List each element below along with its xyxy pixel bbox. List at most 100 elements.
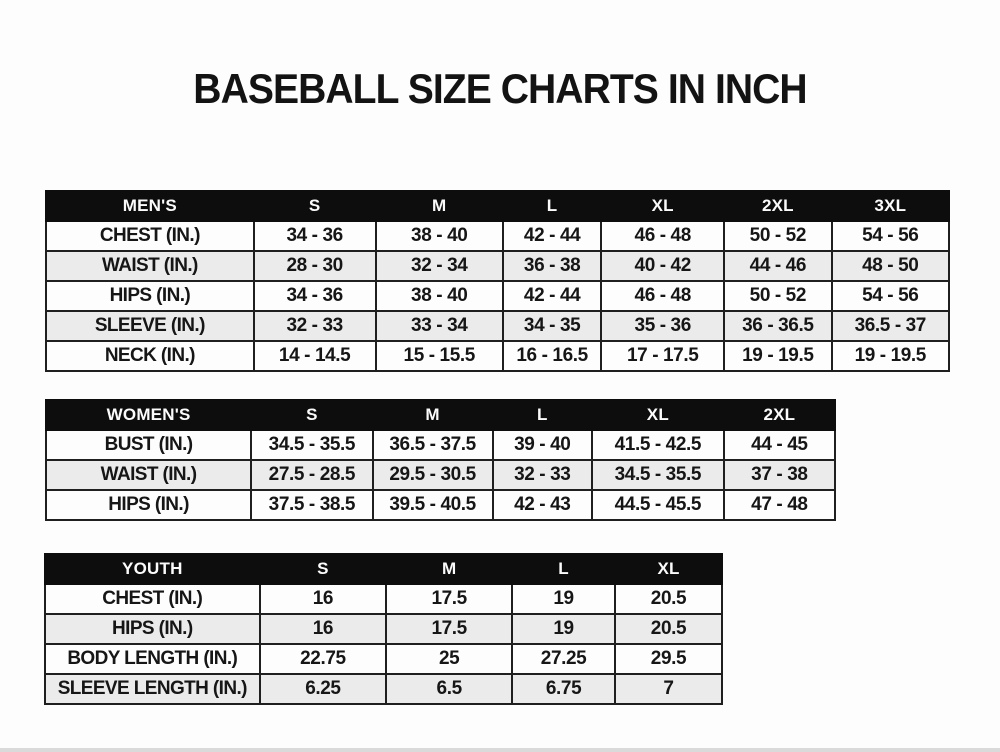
youth-group-header: YOUTH	[44, 553, 261, 585]
womens-table: WOMEN'S S M L XL 2XL BUST (IN.) 34.5 - 35.5 36.5…	[44, 399, 837, 521]
table-row: SLEEVE (IN.) 32 - 33 33 - 34 34 - 35 35 - 36…	[45, 310, 951, 342]
size-value-cell: 29.5 - 30.5	[371, 459, 494, 491]
row-label-cell: CHEST (IN.)	[44, 583, 261, 615]
size-value-cell: 44 - 45	[722, 429, 837, 461]
size-value-cell: 46 - 48	[600, 280, 726, 312]
table-row: CHEST (IN.) 16 17.5 19 20.5	[44, 583, 723, 615]
table-row: WAIST (IN.) 28 - 30 32 - 34 36 - 38 40 - 42 4…	[45, 250, 951, 282]
size-value-cell: 32 - 33	[491, 459, 593, 491]
row-label-cell: HIPS (IN.)	[45, 280, 255, 312]
size-col-header: S	[258, 553, 388, 585]
mens-table: MEN'S S M L XL 2XL 3XL CHEST (IN.) 34 - 36 38 - 4…	[45, 190, 951, 372]
size-value-cell: 14 - 14.5	[252, 340, 377, 372]
youth-size-table: YOUTH S M L XL CHEST (IN.) 16 17.5 19 20.5 HIPS (I…	[44, 553, 723, 705]
size-value-cell: 32 - 34	[374, 250, 504, 282]
row-label-cell: SLEEVE LENGTH (IN.)	[44, 673, 261, 705]
size-col-header: 2XL	[723, 190, 833, 222]
page-title: BASEBALL SIZE CHARTS IN INCH	[193, 65, 807, 112]
size-value-cell: 47 - 48	[722, 489, 837, 521]
size-col-header: XL	[600, 190, 726, 222]
size-col-header: M	[385, 553, 514, 585]
size-value-cell: 50 - 52	[723, 220, 833, 252]
table-row: NECK (IN.) 14 - 14.5 15 - 15.5 16 - 16.5 17 …	[45, 340, 951, 372]
size-value-cell: 50 - 52	[723, 280, 833, 312]
size-value-cell: 40 - 42	[600, 250, 726, 282]
image-bottom-edge	[0, 748, 1000, 752]
size-value-cell: 7	[614, 673, 723, 705]
size-col-header: S	[252, 190, 377, 222]
size-col-header: S	[250, 399, 374, 431]
size-col-header: L	[501, 190, 603, 222]
womens-size-table: WOMEN'S S M L XL 2XL BUST (IN.) 34.5 - 35.5 36.5…	[44, 399, 837, 521]
size-col-header: M	[371, 399, 494, 431]
size-value-cell: 41.5 - 42.5	[590, 429, 725, 461]
row-label-cell: HIPS (IN.)	[44, 489, 253, 521]
row-label-cell: CHEST (IN.)	[45, 220, 255, 252]
table-row: SLEEVE LENGTH (IN.) 6.25 6.5 6.75 7	[44, 673, 723, 705]
size-value-cell: 36 - 36.5	[723, 310, 833, 342]
size-value-cell: 6.75	[511, 673, 616, 705]
size-value-cell: 42 - 43	[491, 489, 593, 521]
size-value-cell: 35 - 36	[600, 310, 726, 342]
size-value-cell: 37.5 - 38.5	[250, 489, 374, 521]
size-col-header: XL	[590, 399, 725, 431]
row-label-cell: WAIST (IN.)	[45, 250, 255, 282]
row-label-cell: WAIST (IN.)	[44, 459, 253, 491]
size-value-cell: 42 - 44	[501, 220, 603, 252]
size-value-cell: 44.5 - 45.5	[590, 489, 725, 521]
size-value-cell: 17.5	[385, 613, 514, 645]
size-value-cell: 6.25	[258, 673, 388, 705]
size-value-cell: 15 - 15.5	[374, 340, 504, 372]
mens-group-header: MEN'S	[45, 190, 255, 222]
size-value-cell: 20.5	[614, 583, 723, 615]
size-value-cell: 16	[258, 613, 388, 645]
size-col-header: 2XL	[722, 399, 837, 431]
size-col-header: M	[374, 190, 504, 222]
size-value-cell: 6.5	[385, 673, 514, 705]
size-value-cell: 33 - 34	[374, 310, 504, 342]
size-value-cell: 46 - 48	[600, 220, 726, 252]
size-col-header: 3XL	[830, 190, 951, 222]
table-row: BODY LENGTH (IN.) 22.75 25 27.25 29.5	[44, 643, 723, 675]
table-header-row: MEN'S S M L XL 2XL 3XL	[45, 190, 951, 222]
size-value-cell: 38 - 40	[374, 220, 504, 252]
size-value-cell: 48 - 50	[830, 250, 951, 282]
size-value-cell: 44 - 46	[723, 250, 833, 282]
size-value-cell: 16	[258, 583, 388, 615]
mens-size-table: MEN'S S M L XL 2XL 3XL CHEST (IN.) 34 - 36 38 - 4…	[45, 190, 951, 372]
table-row: CHEST (IN.) 34 - 36 38 - 40 42 - 44 46 - 48 5…	[45, 220, 951, 252]
size-value-cell: 19	[511, 613, 616, 645]
row-label-cell: BUST (IN.)	[44, 429, 253, 461]
row-label-cell: NECK (IN.)	[45, 340, 255, 372]
size-value-cell: 34.5 - 35.5	[250, 429, 374, 461]
table-row: HIPS (IN.) 34 - 36 38 - 40 42 - 44 46 - 48 50…	[45, 280, 951, 312]
table-row: HIPS (IN.) 37.5 - 38.5 39.5 - 40.5 42 - 43 4…	[44, 489, 837, 521]
size-value-cell: 36 - 38	[501, 250, 603, 282]
table-row: BUST (IN.) 34.5 - 35.5 36.5 - 37.5 39 - 40 4…	[44, 429, 837, 461]
size-value-cell: 54 - 56	[830, 220, 951, 252]
size-value-cell: 27.5 - 28.5	[250, 459, 374, 491]
size-value-cell: 16 - 16.5	[501, 340, 603, 372]
size-value-cell: 54 - 56	[830, 280, 951, 312]
size-value-cell: 39.5 - 40.5	[371, 489, 494, 521]
size-col-header: XL	[614, 553, 723, 585]
size-value-cell: 36.5 - 37	[830, 310, 951, 342]
size-value-cell: 42 - 44	[501, 280, 603, 312]
size-value-cell: 34 - 35	[501, 310, 603, 342]
size-value-cell: 38 - 40	[374, 280, 504, 312]
womens-group-header: WOMEN'S	[44, 399, 253, 431]
size-value-cell: 39 - 40	[491, 429, 593, 461]
size-value-cell: 28 - 30	[252, 250, 377, 282]
size-value-cell: 34 - 36	[252, 280, 377, 312]
size-col-header: L	[511, 553, 616, 585]
youth-table: YOUTH S M L XL CHEST (IN.) 16 17.5 19 20.5 HIPS (I…	[44, 553, 723, 705]
size-value-cell: 37 - 38	[722, 459, 837, 491]
size-value-cell: 34.5 - 35.5	[590, 459, 725, 491]
size-value-cell: 19 - 19.5	[723, 340, 833, 372]
size-value-cell: 29.5	[614, 643, 723, 675]
row-label-cell: SLEEVE (IN.)	[45, 310, 255, 342]
size-value-cell: 36.5 - 37.5	[371, 429, 494, 461]
row-label-cell: BODY LENGTH (IN.)	[44, 643, 261, 675]
size-value-cell: 22.75	[258, 643, 388, 675]
